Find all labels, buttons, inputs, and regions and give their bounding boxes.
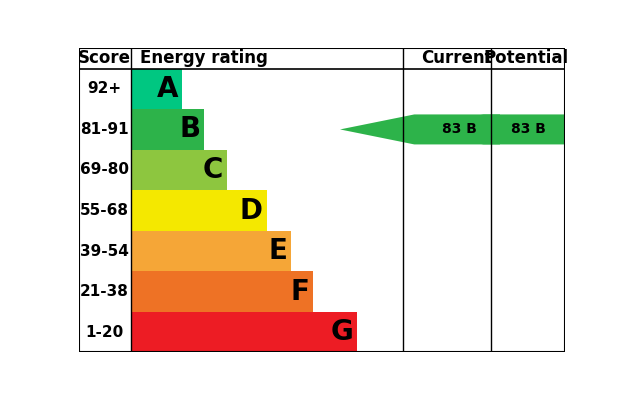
Text: B: B: [179, 115, 200, 143]
Bar: [131, 150, 227, 190]
Text: 55-68: 55-68: [80, 203, 129, 218]
Text: G: G: [330, 318, 353, 346]
Text: E: E: [269, 237, 288, 265]
Bar: [131, 271, 313, 312]
Polygon shape: [409, 114, 569, 145]
Bar: [131, 190, 267, 231]
Text: F: F: [290, 278, 310, 306]
Bar: [131, 109, 204, 150]
Bar: [131, 312, 357, 352]
Bar: [131, 231, 291, 271]
Text: 83 B: 83 B: [511, 122, 546, 137]
Text: Potential: Potential: [484, 49, 569, 67]
Text: 81-91: 81-91: [80, 122, 129, 137]
Text: 83 B: 83 B: [442, 122, 477, 137]
Text: A: A: [157, 75, 178, 103]
Polygon shape: [340, 114, 500, 145]
Text: 21-38: 21-38: [80, 284, 129, 299]
Text: D: D: [240, 196, 263, 225]
Text: 39-54: 39-54: [80, 244, 129, 259]
Text: C: C: [203, 156, 224, 184]
Text: Score: Score: [78, 49, 131, 67]
Text: 92+: 92+: [87, 82, 122, 96]
Bar: [131, 69, 182, 109]
Text: 1-20: 1-20: [85, 325, 124, 340]
Text: Current: Current: [421, 49, 493, 67]
Text: Energy rating: Energy rating: [140, 49, 268, 67]
Text: 69-80: 69-80: [80, 162, 129, 177]
